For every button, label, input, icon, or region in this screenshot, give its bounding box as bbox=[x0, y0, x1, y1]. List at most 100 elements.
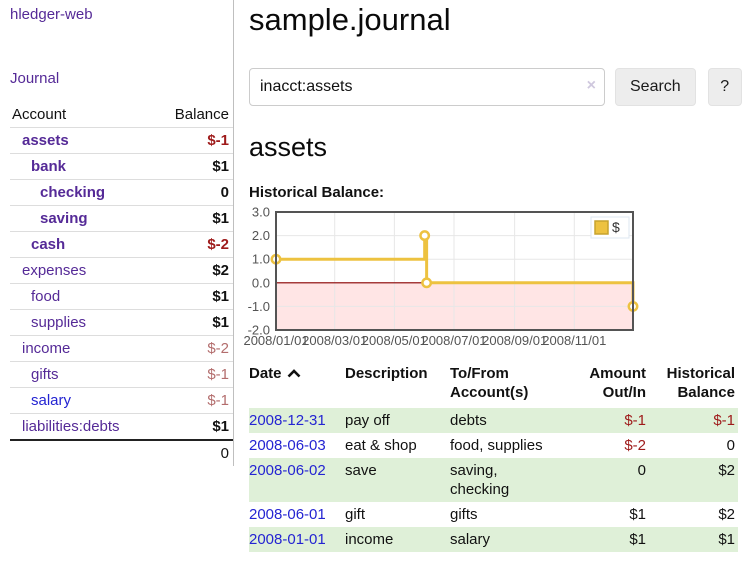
account-balance: $1 bbox=[153, 283, 233, 310]
account-row: liabilities:debts $1 bbox=[10, 413, 233, 441]
register-tbody: 2008-12-31 pay off debts $-1 $-1 2008-06-03 ea… bbox=[249, 408, 738, 552]
y-axis-tick-label: 3.0 bbox=[252, 205, 270, 220]
transaction-balance: 0 bbox=[726, 437, 735, 454]
account-balance: $-2 bbox=[153, 231, 233, 258]
account-row: income $-2 bbox=[10, 335, 233, 362]
legend-label: $ bbox=[612, 219, 620, 235]
x-axis-tick-label: 2008/07/01 bbox=[421, 333, 486, 348]
y-axis-tick-label: -2.0 bbox=[248, 323, 270, 338]
account-link[interactable]: liabilities:debts bbox=[22, 418, 120, 435]
account-row: cash $-2 bbox=[10, 231, 233, 258]
search-input[interactable] bbox=[249, 68, 605, 106]
accounts-header-balance: Balance bbox=[153, 103, 233, 128]
clear-search-icon[interactable]: × bbox=[586, 77, 596, 94]
main-content: sample.journal × Search ? assets Histori… bbox=[243, 0, 742, 552]
account-row: bank $1 bbox=[10, 153, 233, 180]
account-link[interactable]: gifts bbox=[31, 366, 59, 383]
search-button[interactable]: Search bbox=[615, 68, 696, 106]
accounts-total-row: 0 bbox=[10, 439, 233, 466]
y-axis-tick-label: 2.0 bbox=[252, 228, 270, 243]
transaction-amount: $-1 bbox=[624, 412, 646, 429]
accounts-header-row: Account Balance bbox=[10, 103, 233, 128]
account-link[interactable]: cash bbox=[31, 236, 66, 253]
transaction-date-link[interactable]: 2008-12-31 bbox=[249, 412, 326, 429]
transaction-accounts: salary bbox=[450, 531, 491, 548]
account-link[interactable]: food bbox=[31, 288, 61, 305]
transaction-description: gift bbox=[345, 506, 366, 523]
account-link[interactable]: checking bbox=[40, 184, 106, 201]
account-row: gifts $-1 bbox=[10, 361, 233, 388]
transaction-row: 2008-06-01 gift gifts $1 $2 bbox=[249, 502, 738, 527]
account-balance: 0 bbox=[153, 179, 233, 206]
x-axis-tick-label: 2008/09/01 bbox=[482, 333, 547, 348]
search-box: × bbox=[249, 68, 605, 106]
transaction-accounts: debts bbox=[450, 412, 487, 429]
account-balance: $1 bbox=[153, 309, 233, 336]
account-link[interactable]: expenses bbox=[22, 262, 87, 279]
account-link[interactable]: saving bbox=[40, 210, 88, 227]
accounts-table: Account Balance assets $-1 bank $1 checking 0… bbox=[10, 103, 233, 466]
transaction-row: 2008-01-01 income salary $1 $1 bbox=[249, 527, 738, 552]
y-axis-tick-label: 1.0 bbox=[252, 252, 270, 267]
transaction-amount: $1 bbox=[629, 506, 646, 523]
account-link[interactable]: bank bbox=[31, 158, 67, 175]
sidebar: hledger-web Journal Account Balance asse… bbox=[10, 0, 234, 466]
transaction-description: income bbox=[345, 531, 394, 548]
transaction-date-link[interactable]: 2008-06-01 bbox=[249, 506, 326, 523]
transaction-description: eat & shop bbox=[345, 437, 417, 454]
account-balance: $1 bbox=[153, 153, 233, 180]
account-link[interactable]: supplies bbox=[31, 314, 87, 331]
transaction-row: 2008-12-31 pay off debts $-1 $-1 bbox=[249, 408, 738, 433]
transaction-date-link[interactable]: 2008-06-02 bbox=[249, 462, 326, 479]
account-balance: $-1 bbox=[153, 361, 233, 388]
account-row: supplies $1 bbox=[10, 309, 233, 336]
account-heading: assets bbox=[249, 132, 328, 162]
register-header-accounts: To/From Account(s) bbox=[450, 365, 529, 401]
transaction-balance: $-1 bbox=[713, 412, 735, 429]
transaction-balance: $1 bbox=[718, 531, 735, 548]
transaction-description: save bbox=[345, 462, 377, 479]
account-link[interactable]: salary bbox=[31, 392, 72, 409]
transaction-date-link[interactable]: 2008-06-03 bbox=[249, 437, 326, 454]
x-axis-tick-label: 2008/03/01 bbox=[302, 333, 367, 348]
register-header-balance: Historical Balance bbox=[666, 365, 735, 401]
x-axis-tick-label: 2008/01/01 bbox=[243, 333, 308, 348]
transaction-row: 2008-06-03 eat & shop food, supplies $-2 0 bbox=[249, 433, 738, 458]
transaction-balance: $2 bbox=[718, 506, 735, 523]
transaction-description: pay off bbox=[345, 412, 390, 429]
transaction-amount: $1 bbox=[629, 531, 646, 548]
data-point-marker bbox=[421, 277, 433, 289]
account-row: salary $-1 bbox=[10, 387, 233, 414]
legend-swatch bbox=[594, 220, 609, 235]
account-balance: $1 bbox=[153, 205, 233, 232]
sidebar-item-journal[interactable]: Journal bbox=[10, 70, 60, 87]
data-point-marker bbox=[419, 230, 431, 242]
accounts-header-account: Account bbox=[10, 103, 154, 128]
accounts-tbody: assets $-1 bank $1 checking 0 saving $1 cash $-2 e… bbox=[10, 127, 233, 441]
chart-legend: $ bbox=[590, 216, 630, 239]
x-axis-tick-label: 2008/05/01 bbox=[362, 333, 427, 348]
help-button[interactable]: ? bbox=[707, 68, 742, 106]
transaction-accounts: gifts bbox=[450, 506, 478, 523]
app-brand-link[interactable]: hledger-web bbox=[10, 6, 93, 23]
y-axis-tick-label: -1.0 bbox=[248, 299, 270, 314]
account-row: food $1 bbox=[10, 283, 233, 310]
account-balance: $-2 bbox=[153, 335, 233, 362]
account-row: assets $-1 bbox=[10, 127, 233, 154]
transaction-date-link[interactable]: 2008-01-01 bbox=[249, 531, 326, 548]
register-table: Date Description To/From Account(s) Amou… bbox=[249, 362, 738, 552]
y-axis-tick-label: 0.0 bbox=[252, 275, 270, 290]
account-link[interactable]: income bbox=[22, 340, 71, 357]
register-header-date[interactable]: Date bbox=[249, 362, 345, 408]
account-row: saving $1 bbox=[10, 205, 233, 232]
account-balance: $1 bbox=[153, 413, 233, 441]
balance-chart-svg: 3.0 2.0 1.0 0.0 -1.0 -2.02008/01/012008/03/01… bbox=[243, 205, 639, 348]
account-row: checking 0 bbox=[10, 179, 233, 206]
account-balance: $2 bbox=[153, 257, 233, 284]
account-balance: $-1 bbox=[153, 387, 233, 414]
account-link[interactable]: assets bbox=[22, 132, 69, 149]
register-header-row: Date Description To/From Account(s) Amou… bbox=[249, 362, 738, 408]
register-header-amount: Amount Out/In bbox=[589, 365, 646, 401]
search-form: × Search ? bbox=[249, 68, 742, 106]
transaction-balance: $2 bbox=[718, 462, 735, 479]
